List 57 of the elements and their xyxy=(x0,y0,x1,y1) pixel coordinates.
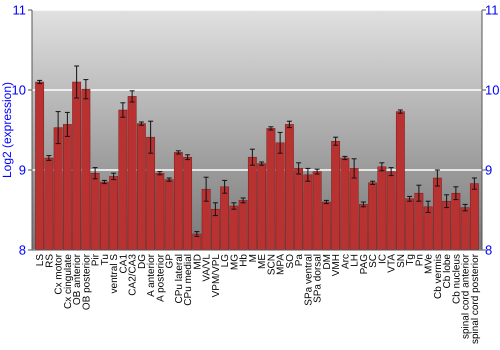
x-tick-label: CPu lateral xyxy=(174,254,185,304)
x-tick-label: VMH xyxy=(331,254,342,276)
x-tick-label: VA/VL xyxy=(202,254,213,282)
y-axis-title: Log2 (expression) xyxy=(0,82,14,178)
x-tick-label: OB anterior xyxy=(72,253,84,306)
x-tick-label: MPA xyxy=(276,254,287,275)
x-tick-label: SPa ventral xyxy=(303,254,314,306)
x-tick-label: CPu medial xyxy=(183,254,194,306)
x-tick-label: OB posterior xyxy=(81,253,92,310)
x-tick-label: SN xyxy=(396,254,407,268)
x-tick-label: Cx cingulate xyxy=(62,254,74,310)
x-tick-label: LS xyxy=(35,254,46,266)
x-tick-label: SO xyxy=(284,254,296,268)
x-tick-label: Pn xyxy=(414,254,426,266)
x-tick-label: Tg xyxy=(405,254,416,266)
x-tick-label: Cb nucleus xyxy=(451,254,462,304)
y2-tick-label: 8 xyxy=(485,242,492,258)
x-tick-label: Cb lobe xyxy=(442,254,454,288)
y-tick-label: 11 xyxy=(12,2,26,18)
x-tick-label: M xyxy=(248,254,259,262)
x-tick-label: Pir xyxy=(90,253,102,266)
y2-tick-label: 9 xyxy=(485,162,492,178)
x-tick-label: GP xyxy=(164,254,176,268)
x-tick-label: PAG xyxy=(358,254,370,274)
x-tick-label: CA2/CA3 xyxy=(128,254,139,296)
x-tick-label: Hb xyxy=(238,254,250,267)
x-tick-label: MG xyxy=(229,254,240,270)
x-tick-label: SC xyxy=(368,254,380,268)
x-tick-label: Cx motor xyxy=(54,253,65,295)
x-tick-label: A posterior xyxy=(155,253,166,302)
x-tick-label: LG xyxy=(220,254,232,268)
x-tick-label: MVe xyxy=(424,254,435,274)
x-tick-label: Pa xyxy=(294,254,306,266)
x-tick-label: VPM/VPL xyxy=(210,254,222,298)
x-tick-label: ME xyxy=(257,254,268,269)
y2-tick-label: 10 xyxy=(485,82,500,98)
x-tick-label: spinal cord anterior xyxy=(460,253,472,340)
x-tick-label: MD xyxy=(192,254,204,270)
y-tick-label: 9 xyxy=(18,162,26,178)
y2-tick-label: 11 xyxy=(485,2,498,18)
x-tick-label: ventral S xyxy=(109,254,120,294)
x-tick-label: RS xyxy=(44,254,56,268)
x-tick-label: SCN xyxy=(266,254,278,276)
y-tick-label: 10 xyxy=(12,82,26,98)
y-tick-label: 8 xyxy=(18,242,26,258)
x-tick-label: spinal cord posterior xyxy=(470,253,481,344)
x-tick-label: IC xyxy=(377,254,388,264)
x-tick-label: Tu xyxy=(100,254,111,266)
x-tick-label: LH xyxy=(350,254,361,267)
x-tick-label: DM xyxy=(322,254,333,270)
x-tick-label: Cb vermis xyxy=(432,254,444,300)
x-tick-label: Arc xyxy=(340,254,352,269)
x-tick-label: A anterior xyxy=(146,253,158,297)
x-tick-label: CA1 xyxy=(118,254,130,274)
x-tick-label: VTA xyxy=(386,254,398,273)
x-tick-label: DG xyxy=(136,254,148,269)
x-tick-label: SPa dorsal xyxy=(312,254,324,303)
